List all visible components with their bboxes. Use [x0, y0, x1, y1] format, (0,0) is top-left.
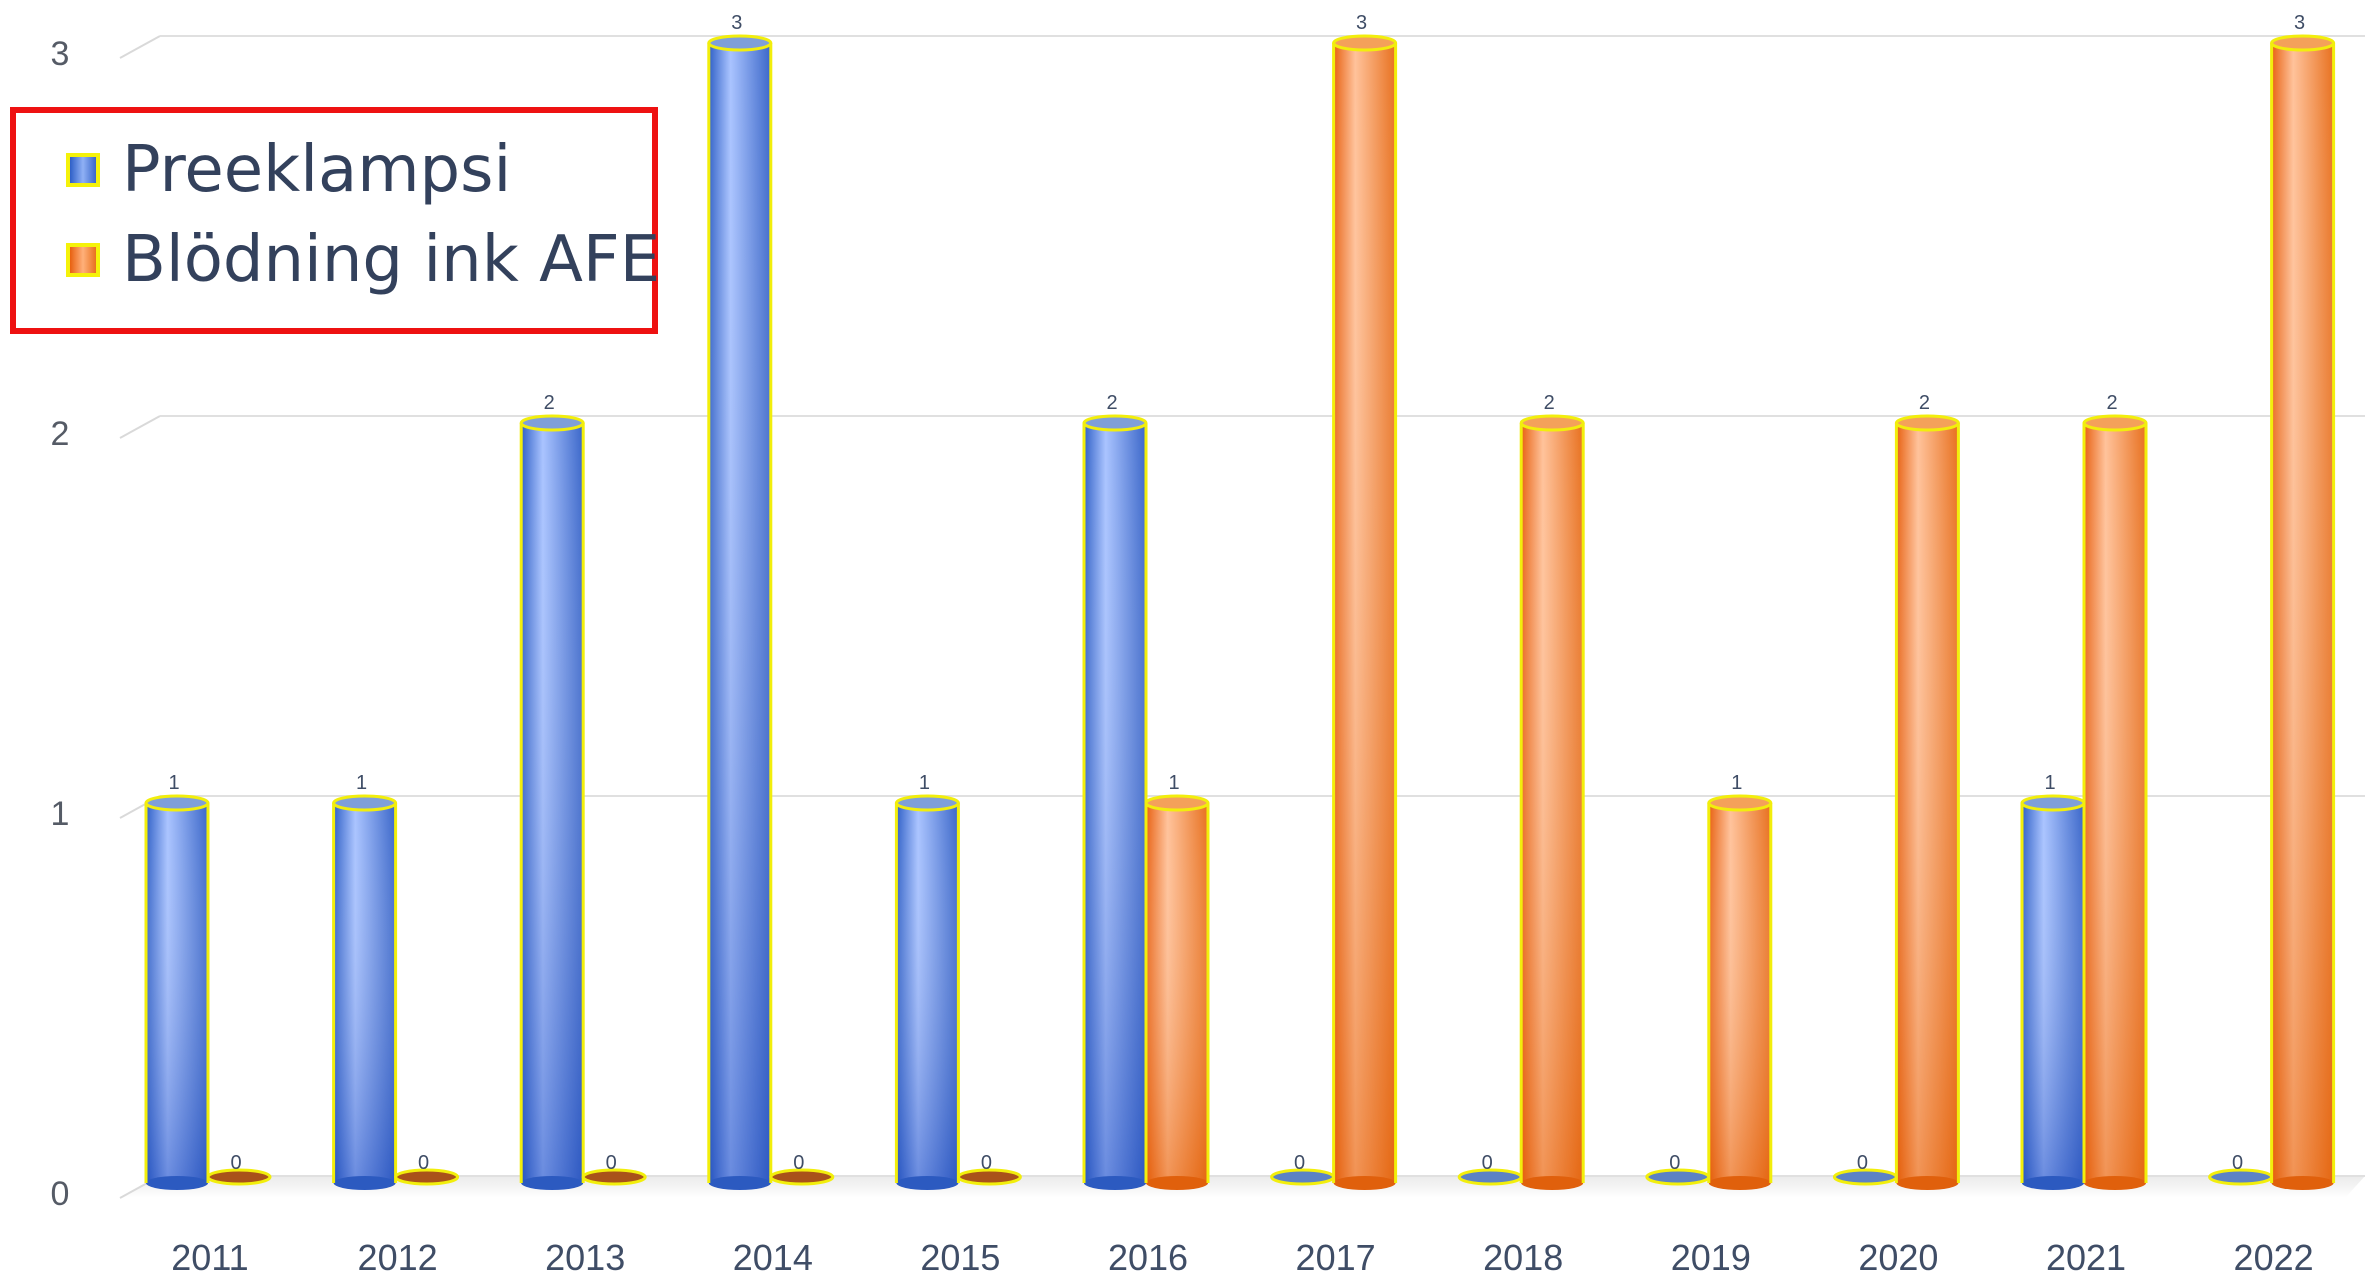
x-tick-label: 2014 [733, 1237, 813, 1276]
data-label: 2 [544, 392, 555, 414]
bar-shade [1896, 423, 1959, 1183]
y-tick-label: 0 [51, 1175, 70, 1213]
legend-item-blodning: Blödning ink AFE [66, 223, 660, 297]
chart-floor [120, 1176, 2365, 1198]
legend-label: Blödning ink AFE [122, 223, 661, 297]
bar-top [1082, 414, 1148, 432]
x-tick-label: 2017 [1296, 1237, 1376, 1276]
data-label: 2 [1919, 392, 1930, 414]
data-label: 1 [919, 772, 930, 794]
data-label: 1 [2044, 772, 2055, 794]
data-label: 0 [1669, 1152, 1680, 1174]
bar-base [896, 1176, 959, 1190]
bar-shade [896, 803, 959, 1183]
bar-base [2084, 1176, 2146, 1190]
bar-shade [333, 803, 396, 1183]
data-label: 1 [1168, 772, 1179, 794]
x-tick-label: 2012 [358, 1237, 438, 1276]
data-label: 0 [2232, 1152, 2243, 1174]
data-label: 0 [981, 1152, 992, 1174]
x-tick-label: 2020 [1858, 1237, 1938, 1276]
bar-base [1084, 1176, 1146, 1190]
data-label: 0 [1294, 1152, 1305, 1174]
y-tick-label: 2 [51, 415, 70, 453]
bar-shade [2084, 423, 2146, 1183]
x-tick-label: 2013 [545, 1237, 625, 1276]
bar-zero [769, 1168, 835, 1186]
data-label: 2 [1106, 392, 1117, 414]
x-tick-label: 2019 [1671, 1237, 1751, 1276]
data-label: 3 [1356, 12, 1367, 34]
bar-top [894, 794, 960, 812]
data-label: 0 [418, 1152, 429, 1174]
x-tick-label: 2011 [171, 1237, 248, 1276]
x-tick-label: 2016 [1108, 1237, 1188, 1276]
bar-top [2270, 34, 2336, 52]
bar-shade [2022, 803, 2084, 1183]
data-label: 1 [168, 772, 179, 794]
data-label: 0 [230, 1152, 241, 1174]
data-label: 2 [2106, 392, 2117, 414]
bar-top [332, 794, 398, 812]
bar-zero [956, 1168, 1022, 1186]
bar-base [1708, 1176, 1771, 1190]
bar-shade [1084, 423, 1146, 1183]
bar-zero [206, 1168, 272, 1186]
bar-shade [1708, 803, 1771, 1183]
x-tick-label: 2015 [920, 1237, 1000, 1276]
bar-top [519, 414, 585, 432]
y-tick-label: 3 [51, 35, 70, 73]
bar-top [707, 34, 773, 52]
bar-shade [1146, 803, 1208, 1183]
bar-shade [1521, 423, 1584, 1183]
data-label: 0 [1857, 1152, 1868, 1174]
bar-shade [1333, 43, 1396, 1183]
bar-base [2022, 1176, 2084, 1190]
bar-top [144, 794, 210, 812]
data-label: 0 [793, 1152, 804, 1174]
bar-base [1146, 1176, 1208, 1190]
bar-base [1896, 1176, 1959, 1190]
legend-item-preeklampsi: Preeklampsi [66, 133, 511, 207]
bar-base [1521, 1176, 1584, 1190]
bar-base [333, 1176, 396, 1190]
bar-top [2082, 414, 2148, 432]
x-tick-label: 2021 [2046, 1237, 2126, 1276]
data-label: 0 [1482, 1152, 1493, 1174]
gridline-depth [119, 35, 161, 59]
legend-swatch-orange-icon [66, 243, 100, 277]
bar-shade [2271, 43, 2334, 1183]
data-label: 0 [606, 1152, 617, 1174]
x-tick-label: 2022 [2234, 1237, 2314, 1276]
bar-base [521, 1176, 584, 1190]
bar-base [1333, 1176, 1396, 1190]
gridline-depth [119, 415, 161, 439]
x-tick-label: 2018 [1483, 1237, 1563, 1276]
y-tick-label: 1 [51, 795, 70, 833]
data-label: 3 [731, 12, 742, 34]
legend-swatch-blue-icon [66, 153, 100, 187]
data-label: 1 [356, 772, 367, 794]
bar-top [1144, 794, 1210, 812]
bar-top [1894, 414, 1960, 432]
bar-top [1707, 794, 1773, 812]
bar-base [146, 1176, 208, 1190]
bar-zero [394, 1168, 460, 1186]
bar-zero [581, 1168, 647, 1186]
data-label: 2 [1544, 392, 1555, 414]
bar-base [708, 1176, 771, 1190]
bar-top [2020, 794, 2086, 812]
bar-shade [708, 43, 771, 1183]
bar-top [1332, 34, 1398, 52]
bar-top [1519, 414, 1585, 432]
data-label: 1 [1731, 772, 1742, 794]
bar-shade [146, 803, 208, 1183]
bar-base [2271, 1176, 2334, 1190]
legend-label: Preeklampsi [122, 133, 512, 207]
bar-shade [521, 423, 584, 1183]
legend: Preeklampsi Blödning ink AFE [10, 107, 660, 334]
data-label: 3 [2294, 12, 2305, 34]
